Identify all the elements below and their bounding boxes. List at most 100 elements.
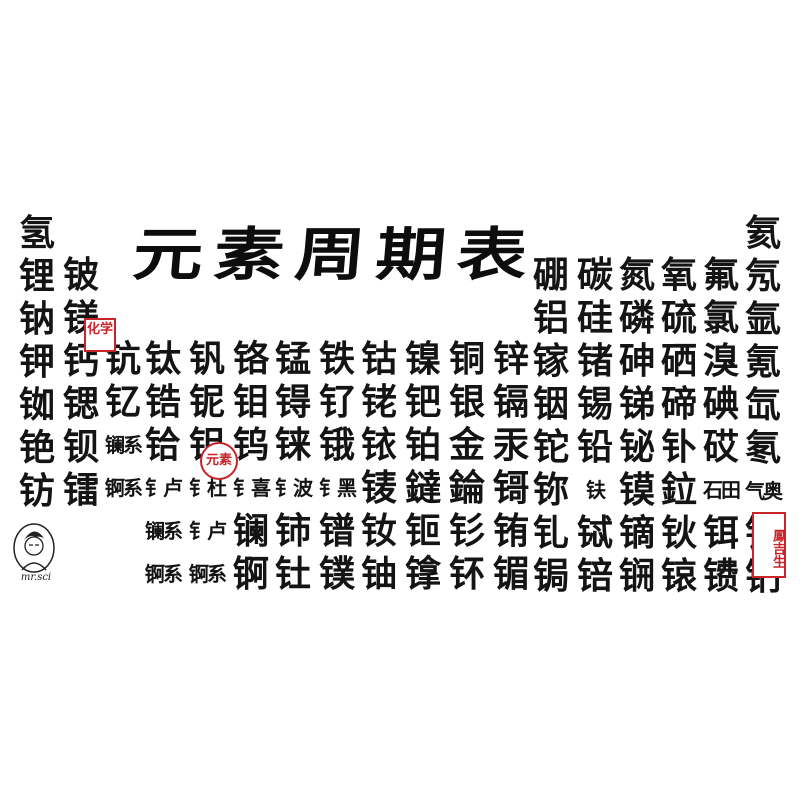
- element-name: 镭: [62, 469, 99, 511]
- element-name: 锫: [576, 555, 613, 597]
- element-name: 砹: [702, 426, 739, 468]
- element-name: 石田: [703, 478, 741, 502]
- element-name: 镄: [702, 555, 739, 597]
- element-name: 鿭: [532, 469, 569, 511]
- element-name: 镓: [532, 340, 569, 382]
- element-name: 碲: [660, 383, 697, 425]
- element-name: 铼: [274, 424, 311, 466]
- element-column: 铬钼钨钅喜镧锕: [228, 338, 274, 596]
- element-name: 铅: [576, 426, 613, 468]
- element-name: 铑: [360, 381, 397, 423]
- element-name: 铟: [532, 383, 569, 425]
- element-name: 氧: [660, 254, 697, 296]
- title-char: 素: [211, 221, 287, 289]
- element-name: 锿: [660, 555, 697, 597]
- element-name: 镅: [492, 553, 529, 595]
- poster-title: 元 素 周 期 表: [130, 210, 530, 300]
- element-name: 钯: [404, 381, 441, 423]
- element-name: 溴: [702, 340, 739, 382]
- element-name: 镤: [318, 553, 355, 595]
- element-name: 钡: [62, 426, 99, 468]
- element-name: 氩: [744, 298, 781, 340]
- element-name: 铒: [702, 512, 739, 554]
- element-column: 钛锆铪钅卢 镧系 锕系: [140, 338, 186, 596]
- element-name: 镎: [404, 553, 441, 595]
- element-name: 氙: [744, 384, 781, 426]
- element-name: 钅卢: [189, 519, 227, 543]
- element-name: 锕系: [145, 562, 183, 586]
- element-name: 镍: [404, 338, 441, 380]
- element-name: 钨: [232, 424, 269, 466]
- element-name: 钫: [18, 470, 55, 512]
- element-name: 锎: [618, 555, 655, 597]
- mr-sci-logo-icon: [13, 523, 55, 573]
- element-name: 锶: [62, 383, 99, 425]
- element-name: 氢: [18, 212, 55, 254]
- element-column: 钴铑铱鿏钕铀: [356, 338, 402, 596]
- element-name: 鿔: [492, 467, 529, 509]
- element-name: 碳: [576, 254, 613, 296]
- element-name: 银: [448, 381, 485, 423]
- element-name: 钴: [360, 338, 397, 380]
- element-name: 𫓧: [586, 478, 606, 502]
- seal-chemistry: 化学: [84, 318, 116, 352]
- element-name: 鐽: [404, 467, 441, 509]
- element-name: 锇: [318, 424, 355, 466]
- element-name: 铯: [18, 427, 55, 469]
- element-name: 氖: [744, 255, 781, 297]
- element-name: 镨: [318, 510, 355, 552]
- element-name: 锰: [274, 338, 311, 380]
- element-name: 钅杜: [189, 476, 227, 500]
- element-name: 钾: [18, 341, 55, 383]
- element-name: 钆: [532, 512, 569, 554]
- element-name: 氮: [618, 254, 655, 296]
- seal-elements: 元素: [200, 442, 238, 480]
- element-name: 钍: [274, 553, 311, 595]
- element-name: 硫: [660, 297, 697, 339]
- title-char: 期: [373, 221, 449, 289]
- element-name: 钌: [318, 381, 355, 423]
- element-name: 氟: [702, 254, 739, 296]
- element-name: 钅卢: [145, 476, 183, 500]
- element-name: 钚: [448, 553, 485, 595]
- element-name: 汞: [492, 424, 529, 466]
- element-name: 锆: [144, 381, 181, 423]
- element-name: 鉝: [660, 469, 697, 511]
- element-name: 锕: [232, 553, 269, 595]
- element-name: 锡: [576, 383, 613, 425]
- element-name: 氪: [744, 341, 781, 383]
- element-name: 铪: [144, 424, 181, 466]
- element-name: 铕: [492, 510, 529, 552]
- element-column: 锌镉汞鿔铕镅: [488, 338, 534, 596]
- element-name: 气奥: [745, 479, 783, 503]
- title-char: 表: [454, 221, 530, 289]
- element-column: 铁钌锇钅黑镨镤: [314, 338, 360, 596]
- element-column: 锰锝铼钅波铈钍: [270, 338, 316, 596]
- element-name: 钅波: [275, 476, 313, 500]
- element-name: 镧: [232, 510, 269, 552]
- element-name: 铋: [618, 426, 655, 468]
- element-name: 钷: [404, 510, 441, 552]
- element-name: 锂: [18, 255, 55, 297]
- element-name: 钒: [188, 338, 225, 380]
- element-column: 氮磷砷锑铋镆镝锎: [614, 254, 660, 598]
- element-name: 镧系: [105, 433, 143, 457]
- element-name: 硒: [660, 340, 697, 382]
- element-name: 铬: [232, 338, 269, 380]
- element-name: 砷: [618, 340, 655, 382]
- element-name: 钛: [144, 338, 181, 380]
- element-name: 钐: [448, 510, 485, 552]
- element-column: 硼铝镓铟铊鿭钆锔: [528, 254, 574, 598]
- element-name: 氦: [744, 212, 781, 254]
- element-column: 镍钯铂鐽钷镎: [400, 338, 446, 596]
- element-column: 铍镁钙锶钡镭: [58, 254, 104, 512]
- element-name: 钬: [660, 512, 697, 554]
- element-name: 钠: [18, 298, 55, 340]
- element-column: 氢锂钠钾铷铯钫: [14, 212, 60, 513]
- element-name: 钇: [104, 381, 141, 423]
- element-name: 锔: [532, 555, 569, 597]
- title-char: 元: [130, 221, 206, 289]
- element-name: 铽: [576, 512, 613, 554]
